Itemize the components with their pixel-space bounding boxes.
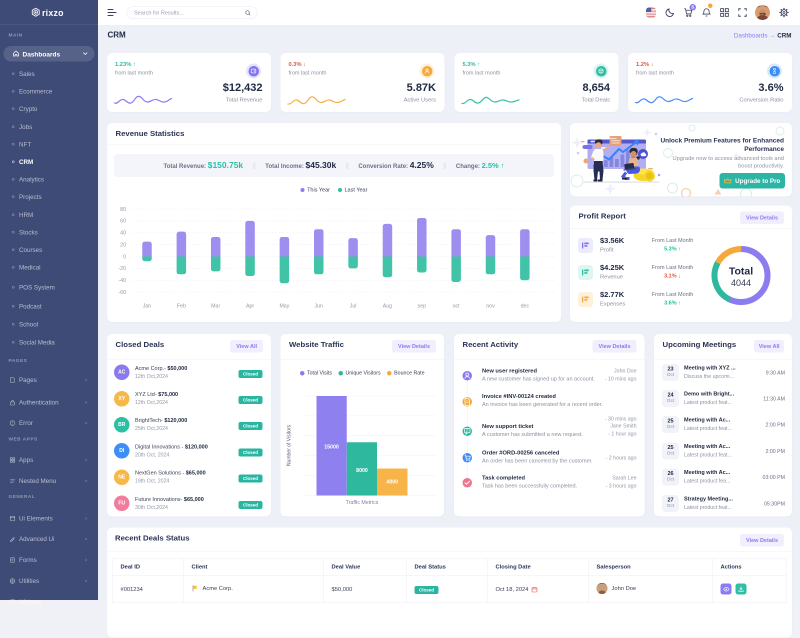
svg-text:Mar: Mar bbox=[211, 304, 220, 310]
svg-text:-60: -60 bbox=[118, 290, 126, 296]
svg-text:Jul: Jul bbox=[350, 304, 357, 310]
svg-text:Feb: Feb bbox=[177, 304, 186, 310]
svg-text:sep: sep bbox=[418, 304, 427, 310]
svg-text:4000: 4000 bbox=[386, 480, 398, 486]
svg-text:Number of Visitors: Number of Visitors bbox=[287, 424, 293, 466]
svg-text:Aug: Aug bbox=[383, 304, 392, 310]
svg-text:-40: -40 bbox=[118, 278, 126, 284]
svg-text:15000: 15000 bbox=[324, 445, 339, 451]
svg-text:Total: Total bbox=[729, 266, 753, 278]
svg-text:dec: dec bbox=[521, 304, 530, 310]
svg-text:60: 60 bbox=[120, 219, 126, 225]
svg-text:8000: 8000 bbox=[356, 468, 368, 474]
svg-text:40: 40 bbox=[120, 231, 126, 237]
svg-text:oct: oct bbox=[453, 304, 461, 310]
svg-text:20: 20 bbox=[120, 242, 126, 248]
svg-text:0: 0 bbox=[123, 254, 126, 260]
svg-text:nov: nov bbox=[486, 304, 495, 310]
svg-text:Traffic Metrics: Traffic Metrics bbox=[346, 500, 379, 506]
svg-text:Apr: Apr bbox=[246, 304, 254, 310]
svg-text:4044: 4044 bbox=[731, 278, 751, 288]
svg-text:Jan: Jan bbox=[143, 304, 152, 310]
svg-text:80: 80 bbox=[120, 207, 126, 213]
svg-text:May: May bbox=[279, 304, 289, 310]
svg-text:Jun: Jun bbox=[315, 304, 324, 310]
svg-text:-20: -20 bbox=[118, 266, 126, 272]
